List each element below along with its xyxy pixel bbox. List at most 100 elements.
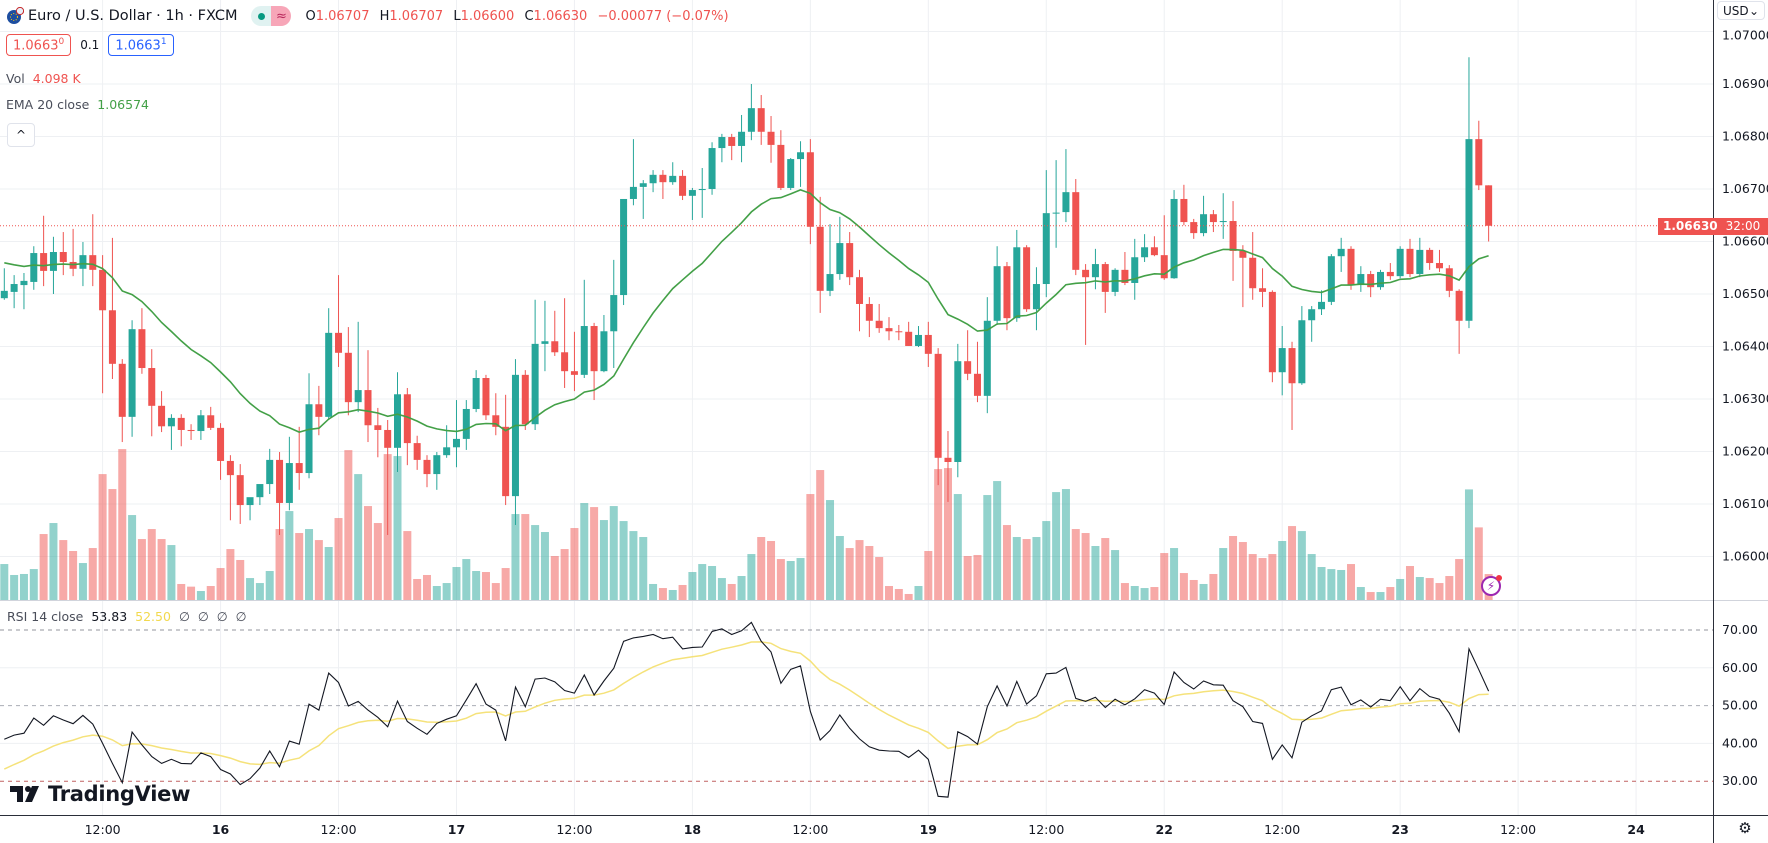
ema-value: 1.06574 [97, 97, 149, 112]
volume-bar [521, 514, 530, 600]
volume-bar [1356, 587, 1365, 600]
rsi-axis-label: 40.00 [1722, 735, 1758, 750]
volume-bar [1337, 569, 1346, 600]
volume-bar [727, 583, 736, 600]
candle-body [816, 226, 824, 291]
volume-bar [550, 556, 559, 600]
volume-bar [1130, 586, 1139, 600]
candle-body [1386, 271, 1394, 277]
volume-bar [1052, 492, 1061, 600]
symbol-legend[interactable]: Euro / U.S. Dollar · 1h · FXCM ≈ O1.0670… [6, 4, 735, 28]
candle-body [1318, 301, 1326, 310]
volume-bar [177, 583, 186, 600]
candle-body [354, 390, 362, 403]
candle-body [767, 131, 775, 145]
currency-dropdown[interactable]: USD ⌄ [1717, 1, 1765, 20]
time-axis-label: 12:00 [556, 822, 592, 837]
candle-body [806, 152, 814, 227]
candle-body [708, 148, 716, 189]
candle-body [138, 329, 146, 369]
candle-body [305, 404, 313, 474]
trade-buttons: 1.06630 0.1 1.06631 [6, 32, 174, 58]
candle-body [1367, 274, 1375, 288]
volume-bar [255, 583, 264, 600]
status-badge[interactable]: ≈ [251, 6, 292, 26]
lightning-icon[interactable]: ⚡ [1481, 575, 1502, 596]
price-axis-label: 1.06000 [1722, 549, 1768, 564]
volume-bar [767, 541, 776, 600]
ema-legend[interactable]: EMA 20 close 1.06574 [6, 97, 149, 112]
volume-bar [1425, 578, 1434, 600]
bid-price: 1.0663 [13, 38, 59, 54]
volume-bar [354, 474, 363, 600]
volume-bar [914, 586, 923, 600]
volume-bar [658, 588, 667, 600]
buy-button[interactable]: 1.06631 [108, 33, 174, 57]
volume-bar [629, 531, 638, 600]
candle-body [777, 144, 785, 188]
volume-bar [1150, 587, 1159, 600]
volume-legend[interactable]: Vol 4.098 K [6, 71, 81, 86]
rsi-axis-label: 70.00 [1722, 622, 1758, 637]
volume-bar [118, 449, 127, 600]
time-axis-label: 12:00 [321, 822, 357, 837]
candle-body [443, 447, 451, 456]
rsi-legend[interactable]: RSI 14 close 53.83 52.50 ∅ ∅ ∅ ∅ [7, 609, 247, 624]
sell-button[interactable]: 1.06630 [6, 33, 72, 57]
candle-body [1091, 264, 1099, 278]
volume-bar [570, 528, 579, 600]
rsi-line [4, 621, 1490, 798]
candle-body [1485, 185, 1493, 226]
candle-body [0, 290, 8, 299]
rsi-axis[interactable]: 70.00 60.00 50.00 40.00 30.00 [1722, 622, 1758, 788]
time-axis-label: 23 [1391, 822, 1408, 837]
volume-bar [491, 583, 500, 600]
collapse-legend-button[interactable]: ^ [7, 123, 35, 147]
candle-body [276, 459, 284, 503]
volume-bar [609, 506, 618, 600]
volume-bar [1347, 564, 1356, 600]
volume-bar [1258, 558, 1267, 600]
volume-bar [1229, 536, 1238, 600]
time-axis[interactable]: 12:00 16 12:00 17 12:00 18 12:00 19 12:00 22 12:00… [85, 822, 1645, 837]
candle-body [1435, 263, 1443, 269]
price-axis[interactable]: 1.07000 1.06900 1.06800 1.06700 1.06600 1.065… [1722, 28, 1768, 564]
candle-body [236, 475, 244, 506]
ema-label: EMA 20 close [6, 97, 90, 112]
candle-body [266, 459, 274, 485]
wave-icon: ≈ [271, 6, 292, 26]
candle-body [1180, 198, 1188, 223]
volume-bar [1268, 554, 1277, 600]
volume-bar [1464, 489, 1473, 600]
volume-bar [393, 456, 402, 600]
volume-bar [865, 546, 874, 600]
volume-bar [1238, 542, 1247, 600]
volume-bar [668, 589, 677, 600]
candle-body [177, 417, 185, 430]
volume-bar [1140, 588, 1149, 600]
volume-bar [334, 518, 343, 600]
candle-body [462, 408, 470, 439]
candle-body [679, 175, 687, 196]
volume-bar [1209, 573, 1218, 600]
volume-bar [128, 515, 137, 600]
volume-bar [826, 500, 835, 600]
candle-body [993, 266, 1001, 321]
volume-bar [816, 470, 825, 600]
current-price-label: 1.06630 32:00 [1658, 218, 1768, 235]
symbol-title[interactable]: Euro / U.S. Dollar · 1h · FXCM [28, 8, 238, 24]
candle-body [914, 334, 922, 346]
bar-countdown: 32:00 [1725, 219, 1761, 233]
candle-body [934, 353, 942, 458]
spread-value: 0.1 [80, 38, 100, 52]
volume-bar [639, 537, 648, 600]
open-value: 1.06707 [315, 8, 370, 24]
candle-body [1337, 248, 1345, 257]
rsi-axis-label: 30.00 [1722, 773, 1758, 788]
tradingview-logo[interactable]: TradingView [10, 782, 190, 806]
settings-icon[interactable]: ⚙ [1738, 819, 1752, 837]
candle-body [1219, 221, 1227, 223]
volume-bar [442, 583, 451, 600]
price-axis-label: 1.06400 [1722, 339, 1768, 354]
